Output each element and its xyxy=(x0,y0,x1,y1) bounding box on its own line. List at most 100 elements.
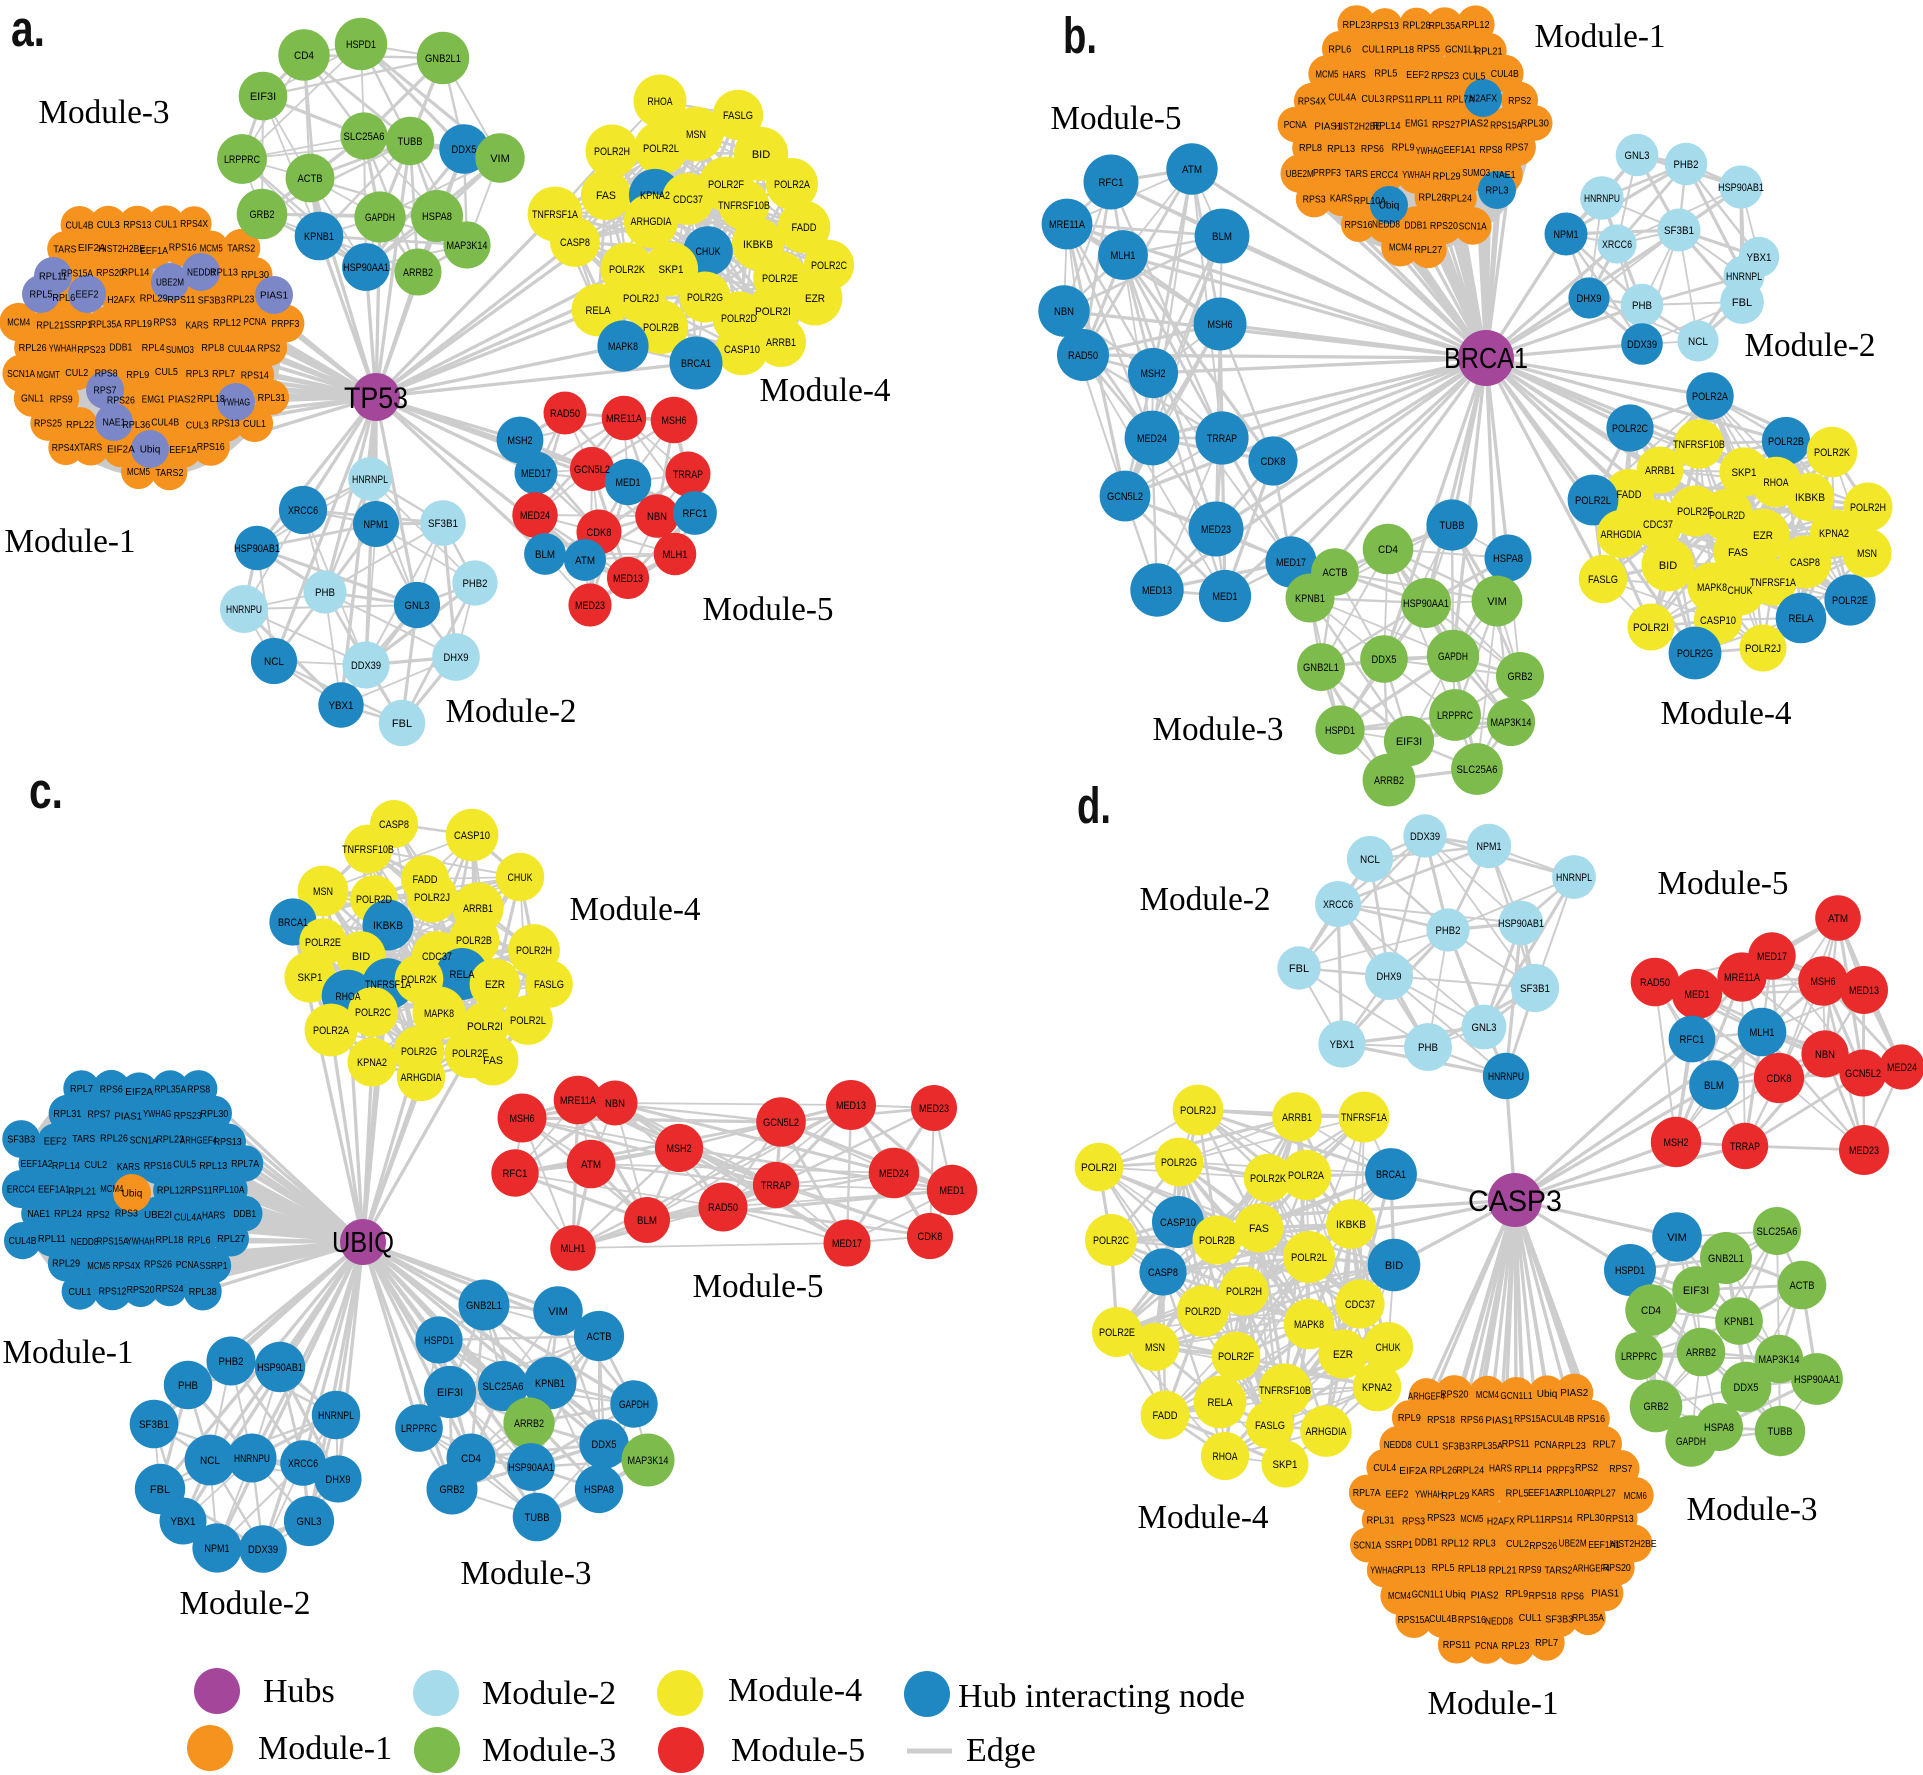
svg-text:SSRP1: SSRP1 xyxy=(200,1261,228,1272)
svg-text:MAP3K14: MAP3K14 xyxy=(628,1455,669,1467)
svg-text:RPS26: RPS26 xyxy=(107,396,135,407)
svg-text:POLR2H: POLR2H xyxy=(1226,1286,1262,1298)
svg-text:RPL24: RPL24 xyxy=(54,1209,82,1220)
svg-text:CASP8: CASP8 xyxy=(1148,1267,1178,1279)
svg-text:NEDD8: NEDD8 xyxy=(1372,219,1400,230)
svg-text:TNFRSF10B: TNFRSF10B xyxy=(342,844,394,856)
svg-text:MED24: MED24 xyxy=(879,1168,909,1180)
svg-text:Edge: Edge xyxy=(966,1732,1036,1769)
svg-text:RPS9: RPS9 xyxy=(50,395,73,406)
svg-text:DDX39: DDX39 xyxy=(351,660,381,672)
svg-text:RPL7: RPL7 xyxy=(1535,1638,1558,1649)
svg-text:KPNA2: KPNA2 xyxy=(640,190,670,202)
svg-text:MED1: MED1 xyxy=(1213,591,1238,603)
svg-text:RHOA: RHOA xyxy=(1764,477,1790,489)
svg-text:RPL21: RPL21 xyxy=(1489,1566,1517,1577)
svg-text:MSH2: MSH2 xyxy=(667,1143,692,1155)
svg-text:BLM: BLM xyxy=(1704,1080,1724,1092)
svg-text:PIAS1: PIAS1 xyxy=(114,1112,142,1123)
svg-text:DDX5: DDX5 xyxy=(452,144,477,156)
svg-text:Module-4: Module-4 xyxy=(1661,695,1792,732)
svg-text:RPL14: RPL14 xyxy=(52,1161,80,1172)
svg-text:RPS11: RPS11 xyxy=(1443,1640,1471,1651)
svg-text:RHOA: RHOA xyxy=(336,991,362,1003)
svg-text:Ubiq: Ubiq xyxy=(1537,1389,1558,1400)
svg-text:BLM: BLM xyxy=(535,549,555,561)
svg-text:ATM: ATM xyxy=(1182,164,1202,176)
svg-text:RPS13: RPS13 xyxy=(214,1137,242,1148)
svg-text:HIST2H2BE: HIST2H2BE xyxy=(1610,1539,1657,1550)
svg-text:BID: BID xyxy=(1659,560,1677,572)
svg-text:Hubs: Hubs xyxy=(263,1673,335,1710)
svg-text:HSP90AA1: HSP90AA1 xyxy=(508,1462,554,1474)
svg-text:SKP1: SKP1 xyxy=(1732,467,1757,479)
svg-text:PCNA: PCNA xyxy=(176,1260,199,1271)
svg-text:NEDD8: NEDD8 xyxy=(1485,1616,1513,1627)
svg-text:RPS4X: RPS4X xyxy=(180,219,208,230)
svg-text:POLR2E: POLR2E xyxy=(762,273,798,285)
svg-text:MED13: MED13 xyxy=(1849,985,1879,997)
svg-text:GCN5L2: GCN5L2 xyxy=(763,1117,799,1129)
svg-text:FAS: FAS xyxy=(1728,547,1748,559)
svg-text:EIF2A: EIF2A xyxy=(78,243,106,254)
svg-text:Module-1: Module-1 xyxy=(3,1334,134,1371)
svg-text:Module-1: Module-1 xyxy=(258,1730,392,1767)
svg-text:EIF2A: EIF2A xyxy=(1399,1466,1427,1477)
svg-text:GCN5L2: GCN5L2 xyxy=(574,464,610,476)
svg-text:Module-2: Module-2 xyxy=(482,1675,616,1712)
svg-text:RPL22: RPL22 xyxy=(66,420,94,431)
svg-text:POLR2J: POLR2J xyxy=(623,293,659,305)
svg-text:DDX39: DDX39 xyxy=(1410,831,1440,843)
svg-text:RPL31: RPL31 xyxy=(53,1109,81,1120)
svg-text:HSP90AB1: HSP90AB1 xyxy=(1498,918,1544,930)
svg-text:POLR2C: POLR2C xyxy=(355,1007,391,1019)
svg-text:RELA: RELA xyxy=(450,969,476,981)
svg-text:MAP3K14: MAP3K14 xyxy=(447,240,488,252)
svg-text:EEF2: EEF2 xyxy=(44,1137,67,1148)
svg-text:GCN1L1: GCN1L1 xyxy=(1412,1589,1444,1600)
svg-text:RPL26: RPL26 xyxy=(1419,193,1447,204)
svg-text:DHX9: DHX9 xyxy=(326,1474,351,1486)
svg-text:EIF3I: EIF3I xyxy=(1683,1285,1709,1297)
svg-text:YWHAH: YWHAH xyxy=(1415,1489,1443,1500)
svg-text:EEF1A1: EEF1A1 xyxy=(1588,1540,1620,1551)
svg-text:MSH2: MSH2 xyxy=(508,435,533,447)
svg-text:PRPF3: PRPF3 xyxy=(1546,1465,1574,1476)
svg-text:POLR2D: POLR2D xyxy=(1185,1306,1221,1318)
svg-text:RPS23: RPS23 xyxy=(174,1111,202,1122)
svg-text:PRPF3: PRPF3 xyxy=(1313,168,1341,179)
svg-text:TRRAP: TRRAP xyxy=(1730,1141,1760,1153)
svg-text:MED1: MED1 xyxy=(940,1185,965,1197)
svg-text:MSN: MSN xyxy=(686,129,706,141)
svg-text:MLH1: MLH1 xyxy=(663,549,688,561)
svg-text:SF3B3: SF3B3 xyxy=(1545,1615,1573,1626)
svg-text:VIM: VIM xyxy=(548,1306,568,1318)
svg-text:GNB2L1: GNB2L1 xyxy=(466,1300,502,1312)
svg-text:CUL1: CUL1 xyxy=(243,419,266,430)
svg-text:PIAS2: PIAS2 xyxy=(1471,1591,1499,1602)
svg-text:VIM: VIM xyxy=(1667,1232,1687,1244)
svg-text:CD4: CD4 xyxy=(461,1453,481,1465)
svg-text:FADD: FADD xyxy=(1153,1410,1178,1422)
svg-text:MSN: MSN xyxy=(1145,1342,1165,1354)
svg-text:RPS15A: RPS15A xyxy=(1514,1414,1546,1425)
svg-text:CDK8: CDK8 xyxy=(1261,456,1286,468)
svg-text:POLR2I: POLR2I xyxy=(1633,622,1669,634)
svg-text:Module-5: Module-5 xyxy=(703,591,834,628)
svg-text:EZR: EZR xyxy=(805,293,825,305)
svg-text:CUL5: CUL5 xyxy=(155,367,178,378)
svg-text:YWHAG: YWHAG xyxy=(222,398,250,409)
svg-text:Module-1: Module-1 xyxy=(5,523,136,560)
svg-text:GNL1: GNL1 xyxy=(21,394,44,405)
svg-text:RPL14: RPL14 xyxy=(1373,121,1401,132)
svg-text:PIAS2: PIAS2 xyxy=(1560,1388,1588,1399)
svg-text:RPS25: RPS25 xyxy=(34,419,62,430)
svg-text:CASP8: CASP8 xyxy=(560,237,590,249)
svg-text:UBIQ: UBIQ xyxy=(332,1227,394,1259)
svg-text:YWHAH: YWHAH xyxy=(127,1237,155,1248)
svg-text:GAPDH: GAPDH xyxy=(1676,1436,1706,1448)
svg-text:MED24: MED24 xyxy=(1887,1062,1917,1074)
svg-text:RPS3: RPS3 xyxy=(1402,1517,1425,1528)
svg-text:POLR2B: POLR2B xyxy=(1768,436,1804,448)
svg-text:ARHGDIA: ARHGDIA xyxy=(1306,1426,1348,1438)
